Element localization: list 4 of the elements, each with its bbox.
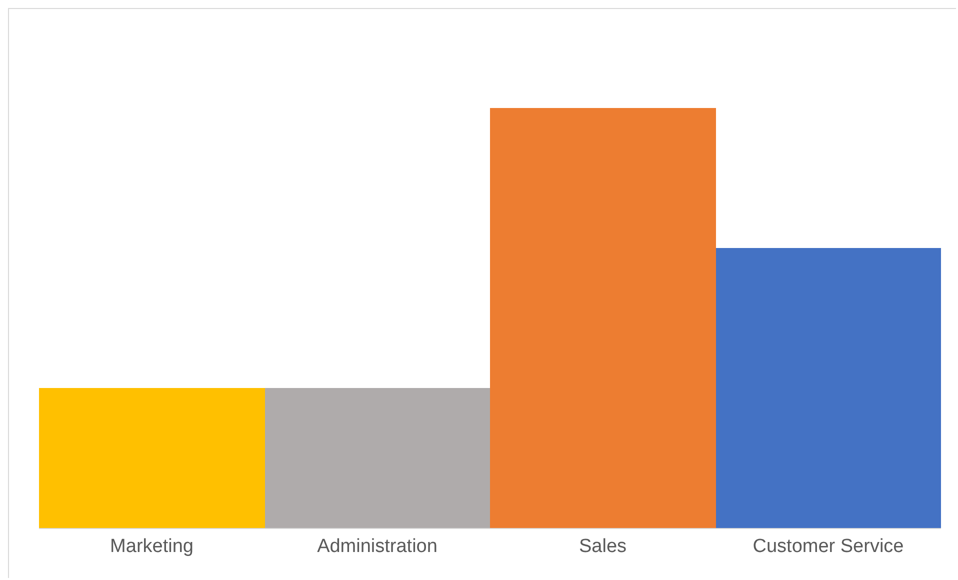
x-tick-label: Sales — [578, 536, 627, 557]
x-tick-label: Administration — [317, 536, 438, 557]
x-tick-label: Marketing — [110, 536, 194, 557]
x-tick-label: Customer Service — [752, 536, 904, 557]
